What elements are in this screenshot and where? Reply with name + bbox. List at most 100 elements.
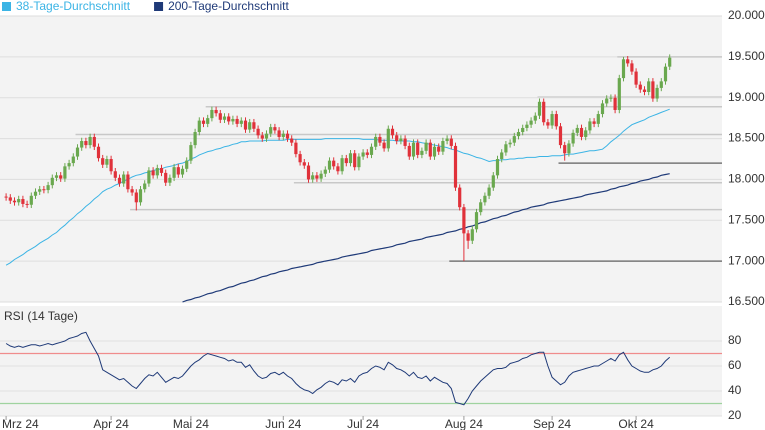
candle-body xyxy=(12,200,17,203)
candle-body xyxy=(470,229,474,241)
y-tick-label: 17.500 xyxy=(728,212,765,226)
x-tick-label: Mai 24 xyxy=(173,417,209,430)
candle-body xyxy=(647,81,651,92)
candle-body xyxy=(117,177,122,184)
candle-body xyxy=(285,133,290,139)
y-tick-label: 20 xyxy=(728,408,742,422)
candle-body xyxy=(130,189,134,193)
x-tick-label: Aug 24 xyxy=(445,417,483,430)
y-tick-label: 18.500 xyxy=(728,131,765,145)
candle-body xyxy=(407,145,411,157)
candle-body xyxy=(458,187,462,208)
candle-body xyxy=(521,127,525,133)
candle-body xyxy=(466,233,470,241)
candle-body xyxy=(626,59,630,64)
candle-body xyxy=(630,63,634,72)
candle-body xyxy=(462,207,466,234)
candle-body xyxy=(302,162,306,166)
candle-body xyxy=(516,132,521,137)
candle-body xyxy=(147,170,151,184)
y-tick-label: 19.000 xyxy=(728,90,765,104)
candle-body xyxy=(315,175,319,179)
candle-body xyxy=(550,114,554,126)
candle-body xyxy=(609,97,613,99)
candle-body xyxy=(500,152,504,159)
candle-body xyxy=(348,153,353,164)
candle-body xyxy=(277,130,281,137)
candle-body xyxy=(395,135,399,142)
candle-body xyxy=(311,175,315,180)
candle-body xyxy=(29,195,33,205)
legend-label: 38-Tage-Durchschnitt xyxy=(16,0,131,13)
candle-body xyxy=(189,145,193,161)
candle-body xyxy=(193,132,197,146)
candle-body xyxy=(365,152,369,155)
candle-body xyxy=(378,136,382,143)
candle-body xyxy=(668,57,672,67)
candle-body xyxy=(369,146,374,155)
candle-body xyxy=(441,141,445,152)
candle-body xyxy=(327,160,332,170)
candle-body xyxy=(508,142,512,145)
candle-body xyxy=(50,177,54,186)
candle-body xyxy=(554,114,558,127)
candle-body xyxy=(38,189,42,192)
candle-body xyxy=(592,121,596,124)
candle-body xyxy=(54,175,59,178)
candle-body xyxy=(579,127,584,137)
candle-body xyxy=(260,135,264,139)
rsi-panel xyxy=(0,306,722,416)
candle-body xyxy=(269,127,273,134)
y-tick-label: 60 xyxy=(728,358,742,372)
candle-body xyxy=(483,195,487,203)
candle-body xyxy=(445,138,449,142)
candle-body xyxy=(33,191,38,196)
candle-body xyxy=(605,98,609,104)
candle-body xyxy=(159,167,164,173)
candle-body xyxy=(617,78,621,110)
candle-body xyxy=(105,159,109,165)
candle-body xyxy=(264,133,269,139)
candle-body xyxy=(281,133,285,137)
candle-body xyxy=(525,124,529,128)
y-tick-label: 17.000 xyxy=(728,253,765,267)
candle-body xyxy=(113,171,117,178)
x-tick-label: Sep 24 xyxy=(533,417,571,430)
candle-body xyxy=(201,120,206,124)
candle-body xyxy=(180,168,185,175)
candle-body xyxy=(25,203,29,205)
candle-body xyxy=(17,199,21,203)
candle-body xyxy=(340,158,344,172)
candle-body xyxy=(336,166,340,172)
candle-body xyxy=(218,113,222,120)
candle-body xyxy=(453,145,458,188)
candle-body xyxy=(101,158,105,165)
candle-body xyxy=(164,172,168,183)
candle-body xyxy=(529,120,533,125)
x-tick-label: Apr 24 xyxy=(93,417,129,430)
candle-body xyxy=(84,141,88,146)
legend-swatch xyxy=(2,2,11,11)
candle-body xyxy=(46,185,50,191)
candle-body xyxy=(403,138,407,146)
candle-body xyxy=(210,109,214,119)
candle-body xyxy=(4,196,8,198)
candle-body xyxy=(319,173,323,179)
candle-body xyxy=(92,136,96,147)
candle-body xyxy=(134,192,138,203)
candle-body xyxy=(155,167,159,176)
candle-body xyxy=(533,115,537,121)
candle-body xyxy=(638,84,642,90)
x-tick-label: Jul 24 xyxy=(347,417,379,430)
candle-body xyxy=(449,138,453,146)
price-panel xyxy=(0,16,722,302)
candle-body xyxy=(332,160,336,167)
candle-body xyxy=(235,118,239,124)
candle-body xyxy=(176,167,180,175)
candle-body xyxy=(122,174,126,184)
candle-body xyxy=(143,183,147,190)
candle-body xyxy=(63,166,67,179)
candle-body xyxy=(437,146,441,152)
